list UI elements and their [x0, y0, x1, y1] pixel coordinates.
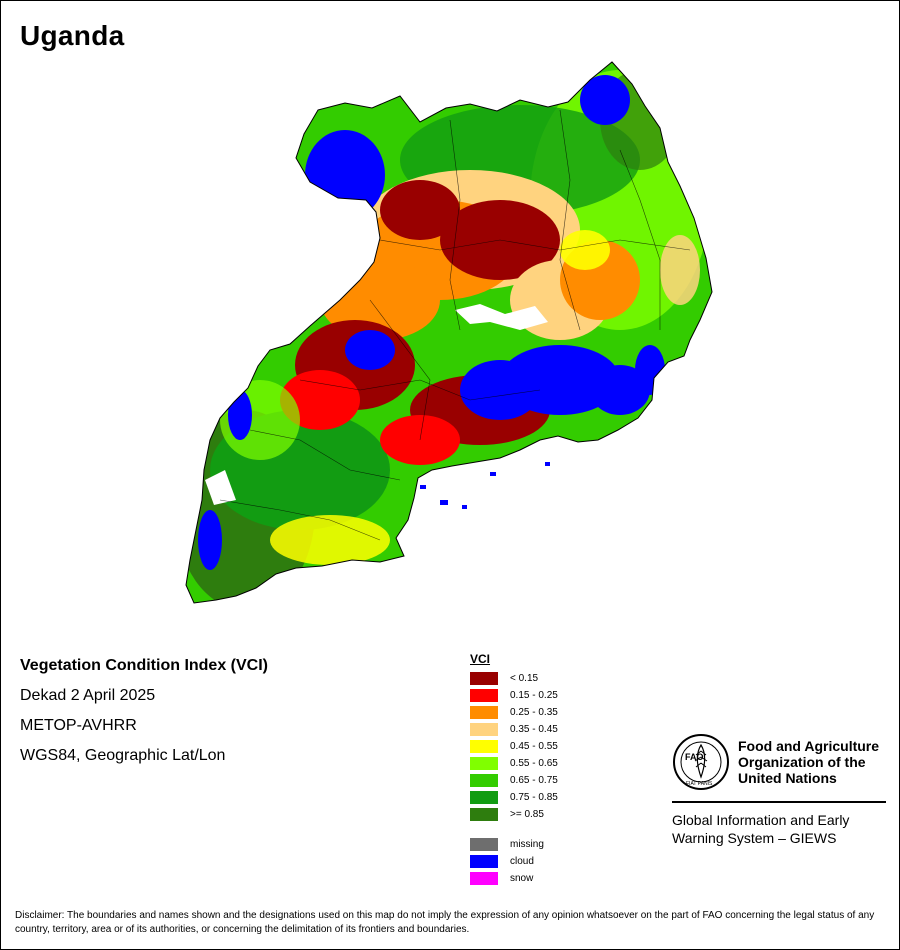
legend-label: >= 0.85 [510, 809, 544, 820]
vci-map [185, 61, 713, 604]
org-name-line1: Food and Agriculture [738, 738, 880, 754]
legend-row: 0.35 - 0.45 [470, 721, 558, 738]
legend-swatch [470, 723, 498, 736]
legend-swatch [470, 808, 498, 821]
legend-swatch [470, 838, 498, 851]
country-title: Uganda [20, 20, 125, 51]
index-name: Vegetation Condition Index (VCI) [20, 657, 268, 674]
legend-row: < 0.15 [470, 670, 558, 687]
period-label: Dekad 2 April 2025 [20, 687, 156, 704]
legend-label: snow [510, 873, 534, 884]
legend-label: 0.15 - 0.25 [510, 690, 558, 701]
org-name-line2: Organization of the [738, 754, 866, 770]
map-legend: VCI < 0.15 0.15 - 0.25 0.25 - 0.35 0.35 - 0… [470, 652, 558, 887]
legend-swatch [470, 774, 498, 787]
map-info: Vegetation Condition Index (VCI) Dekad 2… [20, 655, 268, 775]
country-boundary [185, 61, 713, 604]
legend-title: VCI [470, 652, 491, 666]
legend-label: 0.65 - 0.75 [510, 775, 558, 786]
fao-logo-text: FAO [685, 752, 704, 762]
legend-label: 0.55 - 0.65 [510, 758, 558, 769]
legend-row: 0.55 - 0.65 [470, 755, 558, 772]
legend-row: >= 0.85 [470, 806, 558, 823]
fao-block: FAO FIAT PANIS Food and Agriculture Orga… [672, 733, 888, 847]
legend-row: 0.15 - 0.25 [470, 687, 558, 704]
uganda-vci-map [185, 61, 713, 604]
legend-classes: < 0.15 0.15 - 0.25 0.25 - 0.35 0.35 - 0.45 0… [470, 670, 558, 823]
legend-label: missing [510, 839, 544, 850]
legend-row: 0.25 - 0.35 [470, 704, 558, 721]
legend-special: missing cloud snow [470, 836, 558, 887]
legend-swatch [470, 855, 498, 868]
legend-swatch [470, 757, 498, 770]
legend-swatch [470, 872, 498, 885]
system-name-line1: Global Information and Early [672, 812, 850, 828]
legend-swatch [470, 672, 498, 685]
legend-label: 0.25 - 0.35 [510, 707, 558, 718]
legend-label: 0.75 - 0.85 [510, 792, 558, 803]
lake-islands [420, 462, 550, 509]
disclaimer: Disclaimer: The boundaries and names sho… [15, 910, 875, 935]
legend-label: 0.35 - 0.45 [510, 724, 558, 735]
legend-swatch [470, 740, 498, 753]
legend-row: cloud [470, 853, 558, 870]
org-name-line3: United Nations [738, 770, 837, 786]
fao-logo-icon: FAO FIAT PANIS [673, 734, 729, 790]
legend-row: 0.65 - 0.75 [470, 772, 558, 789]
legend-swatch [470, 706, 498, 719]
legend-swatch [470, 689, 498, 702]
fao-divider [672, 801, 886, 803]
legend-row: 0.45 - 0.55 [470, 738, 558, 755]
district-boundaries [219, 109, 691, 541]
vci-raster [186, 62, 712, 603]
legend-row: 0.75 - 0.85 [470, 789, 558, 806]
legend-label: < 0.15 [510, 673, 539, 684]
system-name-line2: Warning System – GIEWS [672, 830, 837, 846]
legend-swatch [470, 791, 498, 804]
legend-row: snow [470, 870, 558, 887]
projection-label: WGS84, Geographic Lat/Lon [20, 747, 226, 764]
legend-label: cloud [510, 856, 534, 867]
legend-row: missing [470, 836, 558, 853]
legend-label: 0.45 - 0.55 [510, 741, 558, 752]
fao-logo-motto: FIAT PANIS [686, 781, 713, 787]
sensor-label: METOP-AVHRR [20, 717, 137, 734]
